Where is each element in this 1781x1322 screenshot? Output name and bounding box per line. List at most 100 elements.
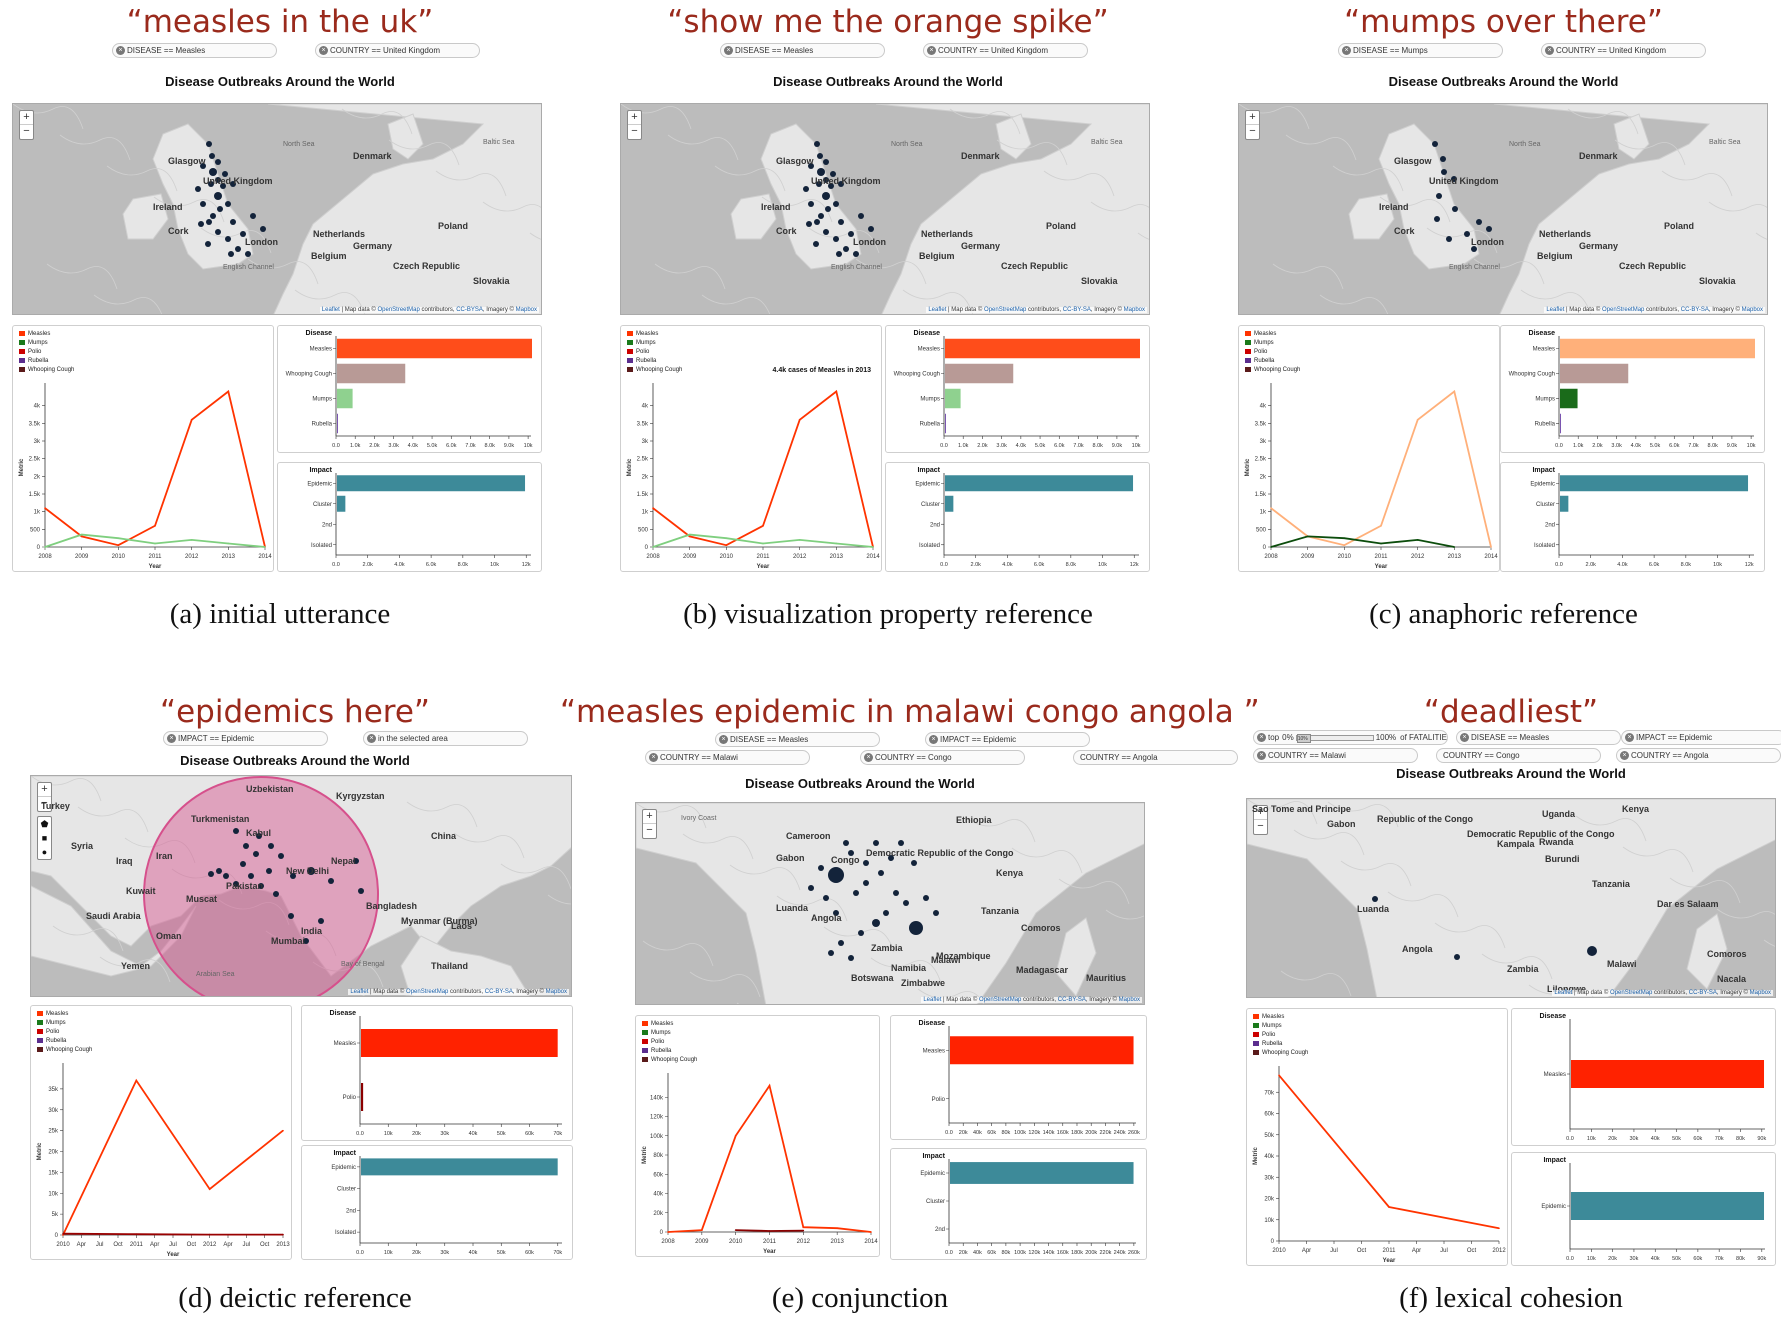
zoom-out-button[interactable]: −: [1249, 125, 1256, 137]
outbreak-marker[interactable]: [209, 153, 215, 159]
slider-handle[interactable]: 10%: [1296, 733, 1311, 743]
outbreak-marker[interactable]: [208, 181, 214, 187]
data-point[interactable]: [62, 1232, 64, 1235]
outbreak-marker[interactable]: [225, 236, 231, 242]
outbreak-marker[interactable]: [206, 219, 212, 225]
zoom-in-button[interactable]: +: [643, 810, 656, 824]
outbreak-marker[interactable]: [818, 213, 824, 219]
outbreak-marker[interactable]: [353, 858, 359, 864]
close-icon[interactable]: ×: [1257, 733, 1266, 742]
map-canvas[interactable]: [31, 776, 572, 997]
filter-pill[interactable]: COUNTRY == Angola: [1073, 750, 1238, 765]
impact-bar-chart[interactable]: Impact Epidemic Cluster 2nd Isolated 0.0 10k 20…: [301, 1145, 573, 1260]
outbreak-marker[interactable]: [268, 843, 274, 849]
outbreak-marker[interactable]: [225, 201, 231, 207]
bar-rubella[interactable]: [945, 413, 946, 434]
outbreak-marker[interactable]: [814, 219, 820, 225]
bar-measles[interactable]: [1560, 338, 1755, 359]
outbreak-marker[interactable]: [843, 840, 849, 846]
bar-measles[interactable]: [361, 1029, 558, 1057]
data-point[interactable]: [1380, 525, 1382, 527]
outbreak-marker[interactable]: [1451, 176, 1457, 182]
bar-mumps[interactable]: [945, 388, 961, 409]
data-point[interactable]: [227, 542, 230, 545]
outbreak-marker[interactable]: [206, 141, 212, 147]
bar-epidemic[interactable]: [337, 475, 526, 492]
outbreak-marker[interactable]: [848, 850, 854, 856]
leaflet-link[interactable]: Leaflet: [321, 307, 340, 313]
series-line-measles[interactable]: [44, 389, 266, 548]
close-icon[interactable]: ×: [319, 46, 328, 55]
outbreak-marker[interactable]: [817, 168, 825, 176]
legend-item[interactable]: Mumps: [37, 1019, 92, 1028]
zoom-control[interactable]: + −: [1245, 110, 1260, 140]
zoom-out-button[interactable]: −: [41, 797, 48, 809]
outbreak-marker[interactable]: [318, 918, 324, 924]
data-point[interactable]: [282, 1233, 284, 1236]
data-point[interactable]: [835, 390, 838, 393]
legend-item[interactable]: Rubella: [19, 357, 74, 366]
data-point[interactable]: [1343, 544, 1346, 547]
data-point[interactable]: [652, 546, 654, 548]
mapbox-link[interactable]: Mapbox: [545, 989, 567, 995]
data-point[interactable]: [798, 419, 801, 421]
bar-epidemic[interactable]: [1560, 475, 1749, 492]
bar-measles[interactable]: [1571, 1060, 1765, 1088]
data-point[interactable]: [870, 1231, 872, 1233]
outbreak-marker[interactable]: [823, 895, 829, 901]
osm-link[interactable]: OpenStreetMap: [984, 307, 1027, 313]
map-view[interactable]: + − Sao Tome and Principe Gabon Republic of …: [1246, 798, 1776, 998]
legend-item[interactable]: Polio: [19, 348, 74, 357]
data-point[interactable]: [227, 390, 230, 393]
bar-mumps[interactable]: [337, 388, 353, 409]
outbreak-marker[interactable]: [814, 141, 820, 147]
outbreak-marker[interactable]: [818, 865, 824, 871]
close-icon[interactable]: ×: [649, 753, 658, 762]
outbreak-marker[interactable]: [1454, 954, 1460, 960]
data-point[interactable]: [872, 546, 874, 548]
top-fatalities-slider[interactable]: × top 0% 10% 100% of FATALITIES: [1253, 730, 1448, 745]
outbreak-marker[interactable]: [828, 183, 834, 189]
outbreak-marker[interactable]: [1471, 246, 1477, 252]
outbreak-marker[interactable]: [228, 251, 234, 257]
close-icon[interactable]: ×: [719, 735, 728, 744]
data-point[interactable]: [117, 544, 120, 547]
outbreak-marker[interactable]: [1436, 193, 1442, 199]
data-point[interactable]: [802, 1226, 805, 1228]
outbreak-marker[interactable]: [215, 229, 221, 235]
mapbox-link[interactable]: Mapbox: [1123, 307, 1145, 313]
impact-bar-chart[interactable]: Impact Epidemic Cluster 2nd Isolated 0.0 2.0k 4…: [1500, 462, 1765, 572]
line-chart[interactable]: Measles Mumps Polio Rubella Whooping Cough 0 5…: [620, 325, 882, 572]
series-line-mumps[interactable]: [44, 533, 266, 548]
outbreak-marker[interactable]: [253, 851, 259, 857]
series-line-mumps[interactable]: [652, 533, 874, 548]
outbreak-marker[interactable]: [1452, 206, 1458, 212]
data-point[interactable]: [1306, 535, 1309, 538]
outbreak-marker[interactable]: [823, 177, 829, 183]
outbreak-marker[interactable]: [909, 921, 923, 935]
data-point[interactable]: [264, 546, 266, 548]
leaflet-link[interactable]: Leaflet: [1546, 307, 1565, 313]
data-point[interactable]: [768, 1230, 771, 1232]
outbreak-marker[interactable]: [250, 213, 256, 219]
impact-bar-chart[interactable]: Impact Epidemic Cluster 2nd Isolated 0.0 2.0k 4…: [277, 462, 542, 572]
data-point[interactable]: [667, 1231, 669, 1233]
bar-measles[interactable]: [950, 1036, 1134, 1065]
close-icon[interactable]: ×: [927, 46, 936, 55]
rectangle-tool-icon[interactable]: ■: [41, 833, 48, 843]
close-icon[interactable]: ×: [116, 46, 125, 55]
data-point[interactable]: [44, 507, 46, 509]
bar-cluster[interactable]: [1560, 495, 1569, 512]
outbreak-marker[interactable]: [888, 855, 894, 861]
outbreak-marker[interactable]: [833, 201, 839, 207]
outbreak-marker[interactable]: [209, 168, 217, 176]
data-point[interactable]: [802, 1229, 805, 1232]
license-link[interactable]: CC-BY-SA: [1057, 997, 1086, 1003]
outbreak-marker[interactable]: [214, 192, 222, 200]
bar-epidemic[interactable]: [1571, 1192, 1765, 1220]
map-canvas[interactable]: [1247, 799, 1776, 998]
draw-toolbar[interactable]: ⬟ ■ ●: [37, 816, 52, 860]
outbreak-marker[interactable]: [1434, 216, 1440, 222]
osm-link[interactable]: OpenStreetMap: [377, 307, 420, 313]
outbreak-marker[interactable]: [838, 940, 844, 946]
